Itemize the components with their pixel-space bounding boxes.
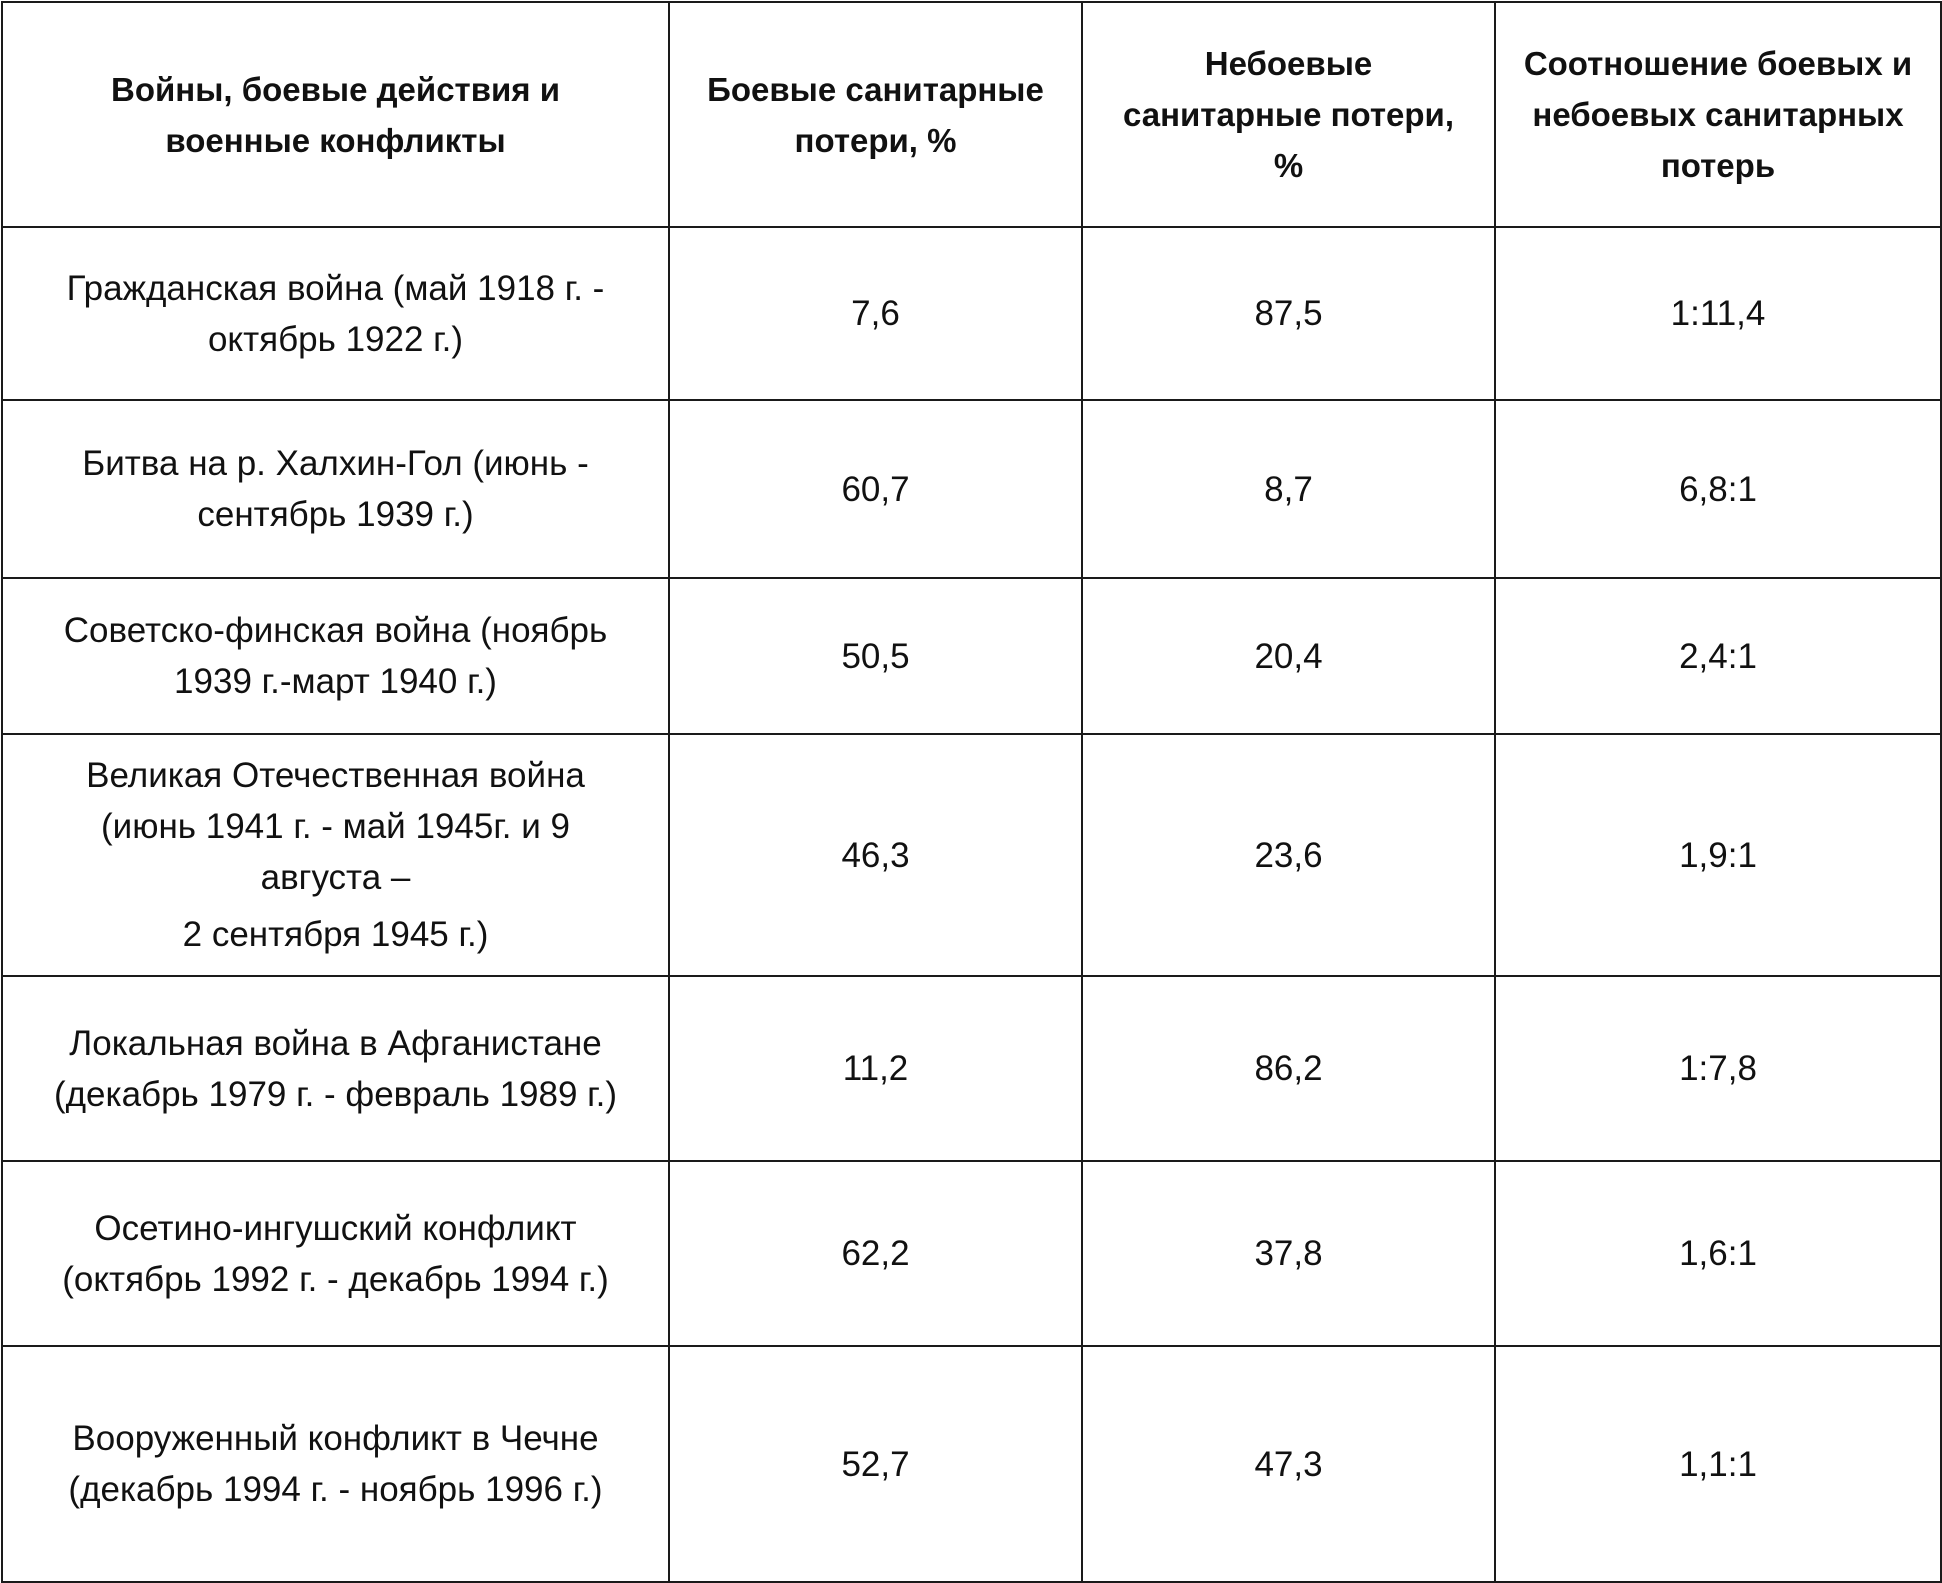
header-conflict-line: Войны, боевые действия и bbox=[111, 70, 560, 108]
conflict-name-cell: Битва на р. Халхин-Гол (июнь - сентябрь … bbox=[1, 399, 670, 579]
header-combat-line: Боевые санитарные bbox=[707, 70, 1044, 108]
ratio-cell: 1,9:1 bbox=[1494, 733, 1942, 977]
noncombat-losses-cell: 37,8 bbox=[1081, 1160, 1496, 1347]
table-header-row: Войны, боевые действия и военные конфлик… bbox=[1, 1, 1942, 228]
conflict-name-line: (декабрь 1994 г. - ноябрь 1996 г.) bbox=[68, 1470, 603, 1509]
conflict-name-cell: Великая Отечественная война (июнь 1941 г… bbox=[1, 733, 670, 977]
ratio-cell: 1,1:1 bbox=[1494, 1345, 1942, 1583]
header-noncombat-line: Небоевые bbox=[1204, 45, 1373, 82]
combat-losses-cell: 52,7 bbox=[668, 1345, 1083, 1583]
table-row: Локальная война в Афганистане (декабрь 1… bbox=[1, 975, 1942, 1162]
combat-losses-cell: 46,3 bbox=[668, 733, 1083, 977]
conflict-name-line: сентябрь 1939 г.) bbox=[197, 495, 474, 534]
table-row: Вооруженный конфликт в Чечне (декабрь 19… bbox=[1, 1345, 1942, 1583]
conflict-name-line: Локальная война в Афганистане bbox=[69, 1023, 602, 1063]
table-row: Битва на р. Халхин-Гол (июнь - сентябрь … bbox=[1, 399, 1942, 579]
noncombat-losses-cell: 86,2 bbox=[1081, 975, 1496, 1162]
conflict-name-cell: Советско-финская война (ноябрь 1939 г.-м… bbox=[1, 577, 670, 735]
ratio-cell: 2,4:1 bbox=[1494, 577, 1942, 735]
conflict-name-line: (декабрь 1979 г. - февраль 1989 г.) bbox=[53, 1074, 618, 1114]
header-ratio-line: небоевых санитарных bbox=[1532, 96, 1904, 133]
noncombat-losses-cell: 20,4 bbox=[1081, 577, 1496, 735]
combat-losses-cell: 62,2 bbox=[668, 1160, 1083, 1347]
table-row: Советско-финская война (ноябрь 1939 г.-м… bbox=[1, 577, 1942, 735]
combat-losses-cell: 11,2 bbox=[668, 975, 1083, 1162]
conflict-name-line: Вооруженный конфликт в Чечне bbox=[72, 1419, 599, 1458]
ratio-cell: 6,8:1 bbox=[1494, 399, 1942, 579]
conflict-name-line: Битва на р. Халхин-Гол (июнь - bbox=[82, 444, 589, 483]
header-ratio-line: Соотношение боевых и bbox=[1523, 45, 1913, 82]
header-conflict-line: военные конфликты bbox=[165, 121, 506, 159]
ratio-cell: 1:11,4 bbox=[1494, 226, 1942, 401]
conflict-name-line: (октябрь 1992 г. - декабрь 1994 г.) bbox=[62, 1259, 609, 1299]
conflict-name-line: 1939 г.-март 1940 г.) bbox=[174, 662, 497, 701]
conflict-name-line: Осетино-ингушский конфликт bbox=[94, 1208, 577, 1248]
conflict-name-cell: Вооруженный конфликт в Чечне (декабрь 19… bbox=[1, 1345, 670, 1583]
header-ratio: Соотношение боевых и небоевых санитарных… bbox=[1494, 1, 1942, 228]
conflict-name-line: (июнь 1941 г. - май 1945г. и 9 bbox=[101, 807, 570, 846]
conflict-name-cell: Осетино-ингушский конфликт (октябрь 1992… bbox=[1, 1160, 670, 1347]
conflict-name-line: 2 сентября 1945 г.) bbox=[182, 915, 489, 954]
header-combat-losses: Боевые санитарные потери, % bbox=[668, 1, 1083, 228]
table-row: Великая Отечественная война (июнь 1941 г… bbox=[1, 733, 1942, 977]
header-noncombat-line: % bbox=[1273, 147, 1304, 184]
conflict-name-line: Гражданская война (май 1918 г. - bbox=[66, 268, 605, 308]
combat-losses-cell: 7,6 bbox=[668, 226, 1083, 401]
noncombat-losses-cell: 47,3 bbox=[1081, 1345, 1496, 1583]
conflict-name-line: октябрь 1922 г.) bbox=[207, 319, 464, 359]
conflict-name-line: августа – bbox=[260, 858, 411, 897]
header-ratio-line: потерь bbox=[1660, 147, 1776, 184]
conflict-name-line: Великая Отечественная война bbox=[86, 756, 585, 795]
table-row: Осетино-ингушский конфликт (октябрь 1992… bbox=[1, 1160, 1942, 1347]
conflict-name-cell: Локальная война в Афганистане (декабрь 1… bbox=[1, 975, 670, 1162]
noncombat-losses-cell: 8,7 bbox=[1081, 399, 1496, 579]
header-noncombat-losses: Небоевые санитарные потери, % bbox=[1081, 1, 1496, 228]
conflict-name-cell: Гражданская война (май 1918 г. - октябрь… bbox=[1, 226, 670, 401]
ratio-cell: 1:7,8 bbox=[1494, 975, 1942, 1162]
noncombat-losses-cell: 87,5 bbox=[1081, 226, 1496, 401]
combat-losses-cell: 50,5 bbox=[668, 577, 1083, 735]
combat-losses-cell: 60,7 bbox=[668, 399, 1083, 579]
table-row: Гражданская война (май 1918 г. - октябрь… bbox=[1, 226, 1942, 401]
header-combat-line: потери, % bbox=[794, 121, 957, 159]
noncombat-losses-cell: 23,6 bbox=[1081, 733, 1496, 977]
header-noncombat-line: санитарные потери, bbox=[1122, 96, 1455, 133]
ratio-cell: 1,6:1 bbox=[1494, 1160, 1942, 1347]
header-conflict: Войны, боевые действия и военные конфлик… bbox=[1, 1, 670, 228]
conflict-name-line: Советско-финская война (ноябрь bbox=[63, 611, 608, 650]
